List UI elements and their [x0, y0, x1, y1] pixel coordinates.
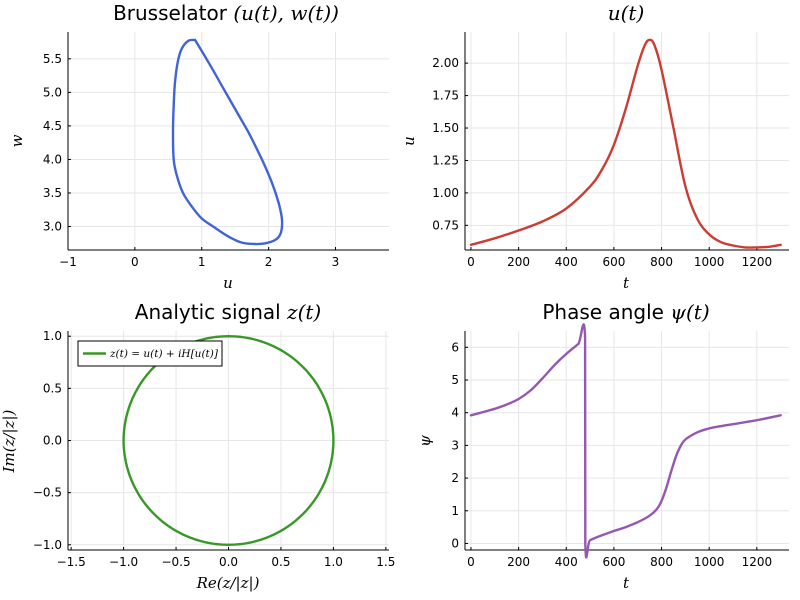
x-tick-label: 0: [467, 255, 475, 269]
legend-entry: z(t) = u(t) + iH[u(t)]: [109, 348, 219, 360]
x-tick-label: 3: [332, 255, 340, 269]
series-line: [469, 323, 782, 559]
panel-title-analytic-signal: Analytic signal z(t): [135, 300, 321, 324]
y-tick-label: 4.5: [43, 119, 62, 133]
tick-labels: −1 0 1 2 3 3.0 3.5 4.0 4.5 5.0 5.5: [43, 52, 339, 269]
y-tick-label: 4.0: [43, 152, 62, 166]
y-axis-label: Im(z/|z|): [0, 409, 18, 473]
tick-labels: 0 200 400 600 800 1000 1200 0.75 1.00 1.25 1.50 1.7…: [432, 56, 772, 269]
y-tick-label: 1.00: [432, 186, 459, 200]
x-tick-label: 200: [507, 555, 530, 569]
x-tick-label: 0: [467, 555, 475, 569]
x-tick-label: −1.0: [109, 555, 138, 569]
y-axis-label: u: [400, 136, 418, 146]
x-tick-label: −1.5: [57, 555, 86, 569]
series-line: [171, 38, 284, 246]
series-group: [122, 335, 335, 546]
x-tick-label: 0.5: [271, 555, 290, 569]
x-tick-label: 1.0: [324, 555, 343, 569]
y-tick-label: 2.00: [432, 56, 459, 70]
x-tick-label: 2: [265, 255, 273, 269]
x-tick-label: 400: [555, 255, 578, 269]
x-tick-label: 600: [602, 255, 625, 269]
panel-title-brusselator: Brusselator (u(t), w(t)): [113, 1, 339, 25]
y-tick-label: 0.75: [432, 218, 459, 232]
x-tick-label: 800: [650, 255, 673, 269]
x-axis-label: u: [223, 274, 233, 292]
y-axis-label: w: [8, 134, 26, 147]
panel-brusselator: Brusselator (u(t), w(t)) −1 0 1 2 3 3.0 3.5 4.0…: [8, 1, 389, 292]
x-tick-label: 0.0: [219, 555, 238, 569]
y-tick-label: −1.0: [33, 538, 62, 552]
y-tick-label: 5.0: [43, 85, 62, 99]
series-group: [469, 38, 782, 249]
x-tick-label: 600: [602, 555, 625, 569]
y-tick-label: 0.5: [43, 381, 62, 395]
y-tick-label: 1.75: [432, 89, 459, 103]
x-tick-label: 0: [131, 255, 139, 269]
x-tick-label: 1: [198, 255, 206, 269]
x-tick-label: 1000: [694, 555, 725, 569]
x-tick-label: 1200: [742, 255, 773, 269]
panel-title-u: u(t): [608, 1, 645, 25]
tick-labels: −1.5 −1.0 −0.5 0.0 0.5 1.0 1.5 −1.0 −0.5 0.0 0.5 1.…: [33, 329, 396, 569]
y-tick-label: 1.25: [432, 153, 459, 167]
y-tick-label: 0: [451, 536, 459, 550]
legend: z(t) = u(t) + iH[u(t)]: [77, 340, 223, 367]
y-tick-label: 4: [451, 406, 459, 420]
tick-labels: 0 200 400 600 800 1000 1200 0 1 2 3 4 5 6: [451, 340, 772, 569]
y-tick-label: 2: [451, 471, 459, 485]
axes: [464, 32, 789, 251]
axes: [464, 331, 789, 551]
x-tick-label: −0.5: [161, 555, 190, 569]
series-line: [122, 335, 335, 546]
y-tick-label: −0.5: [33, 486, 62, 500]
panel-title-phase-angle: Phase angle ψ(t): [542, 300, 709, 324]
axes: [67, 331, 389, 551]
x-tick-label: −1: [59, 255, 77, 269]
y-tick-label: 5: [451, 373, 459, 387]
y-axis-label: ψ: [416, 435, 434, 447]
x-tick-label: 1.5: [376, 555, 395, 569]
x-tick-label: 1200: [742, 555, 773, 569]
x-tick-label: 800: [650, 555, 673, 569]
y-tick-label: 6: [451, 340, 459, 354]
panel-u: u(t) 0 200 400 600 800 1000 1200 0.75 1.00 1.25 1.…: [400, 1, 789, 292]
y-tick-label: 1.50: [432, 121, 459, 135]
axes: [67, 32, 389, 251]
y-tick-label: 3.0: [43, 220, 62, 234]
x-axis-label: t: [623, 574, 630, 592]
x-tick-label: 400: [555, 555, 578, 569]
panel-phase-angle: Phase angle ψ(t) 0 200 400 600 800 1000 1200 0 1…: [416, 300, 789, 592]
y-tick-label: 1.0: [43, 329, 62, 343]
y-tick-label: 1: [451, 504, 459, 518]
x-axis-label: Re(z/|z|): [196, 574, 260, 592]
y-tick-label: 3: [451, 438, 459, 452]
series-group: [469, 323, 782, 559]
grid: [465, 32, 789, 250]
x-tick-label: 1000: [694, 255, 725, 269]
panel-analytic-signal: Analytic signal z(t) −1.5 −1.0 −0.5 0.0 0.5 1…: [0, 300, 395, 592]
y-tick-label: 0.0: [43, 434, 62, 448]
x-axis-label: t: [623, 274, 630, 292]
grid: [67, 32, 389, 250]
series-group: [171, 38, 284, 246]
series-line: [469, 38, 782, 249]
x-tick-label: 200: [507, 255, 530, 269]
y-tick-label: 3.5: [43, 186, 62, 200]
y-tick-label: 5.5: [43, 52, 62, 66]
grid: [465, 331, 789, 550]
